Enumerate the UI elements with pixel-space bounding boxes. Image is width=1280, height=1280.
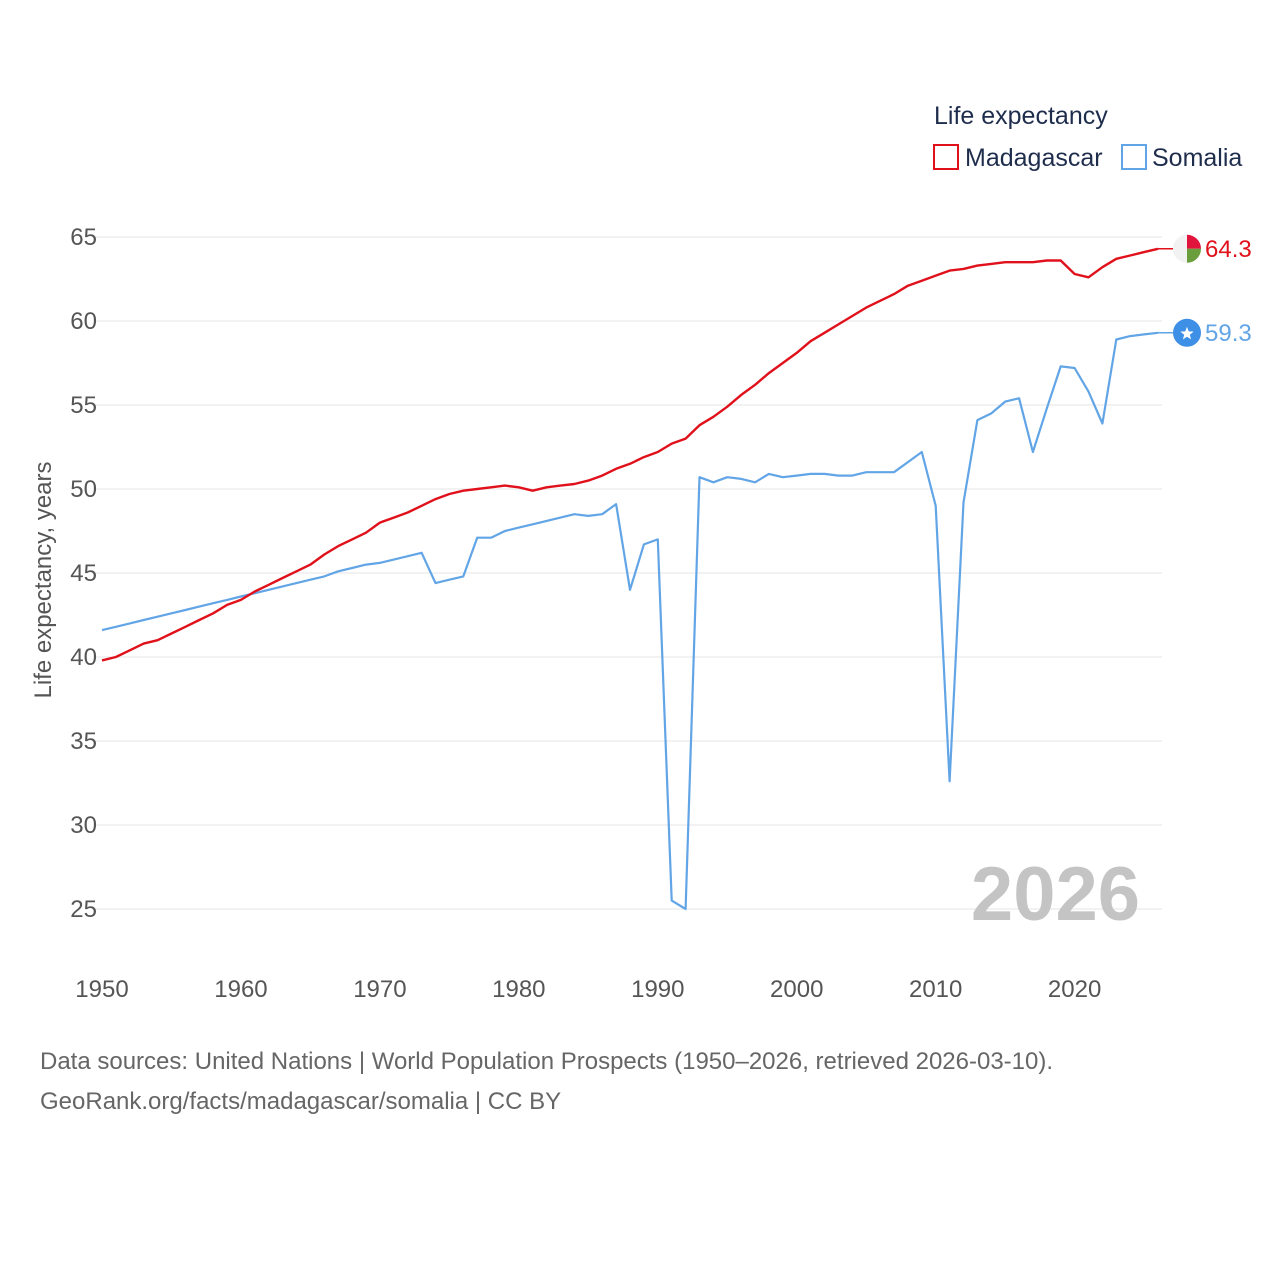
y-tick-label: 30 [70,812,97,839]
y-axis-ticks: 25 30 35 40 45 50 55 60 65 [70,224,97,923]
y-tick-label: 40 [70,644,97,671]
grid-lines [95,236,1162,910]
x-tick-label: 2020 [1048,976,1101,1003]
y-tick-label: 65 [70,224,97,251]
flag-red-band [1187,234,1201,249]
y-tick-label: 60 [70,308,97,335]
x-tick-label: 1980 [492,976,545,1003]
flag-white-band [1173,234,1187,263]
x-tick-label: 2000 [770,976,823,1003]
somalia-flag-icon [1173,318,1201,347]
madagascar-flag-icon [1173,234,1201,263]
legend-swatch-somalia [1121,144,1147,170]
y-tick-label: 55 [70,392,97,419]
x-tick-label: 1960 [214,976,267,1003]
legend-label-madagascar: Madagascar [965,144,1103,172]
series-line-madagascar [101,247,1159,662]
end-value-label-madagascar: 64.3 [1205,236,1252,263]
flag-star [1180,326,1194,340]
legend: Life expectancy Madagascar Somalia [933,102,1242,172]
source-note: Data sources: United Nations | World Pop… [40,1042,1260,1122]
x-tick-label: 1950 [75,976,128,1003]
legend-item-madagascar[interactable]: Madagascar [933,144,1103,172]
source-line-2: GeoRank.org/facts/madagascar/somalia | C… [40,1088,562,1115]
y-axis-label: Life expectancy, years [30,461,57,698]
flag-green-band [1187,248,1201,263]
end-value-label-somalia: 59.3 [1205,320,1252,347]
life-expectancy-chart: 25 30 35 40 45 50 55 60 65 1950 1960 1970 1980 1990 2… [30,102,1252,1003]
x-tick-label: 1990 [631,976,684,1003]
y-tick-label: 50 [70,476,97,503]
x-tick-label: 1970 [353,976,406,1003]
legend-item-somalia[interactable]: Somalia [1121,144,1242,172]
legend-title: Life expectancy [934,102,1108,130]
y-tick-label: 35 [70,728,97,755]
year-watermark: 2026 [971,852,1140,937]
x-axis-ticks: 1950 1960 1970 1980 1990 2000 2010 2020 [75,976,1101,1003]
series-line-somalia [101,331,1159,911]
source-line-1: Data sources: United Nations | World Pop… [40,1048,1054,1075]
x-tick-label: 2010 [909,976,962,1003]
y-tick-label: 25 [70,896,97,923]
y-tick-label: 45 [70,560,97,587]
series-end-markers: 59.3 64.3 [1158,234,1252,347]
legend-label-somalia: Somalia [1152,144,1242,172]
legend-swatch-madagascar [933,144,959,170]
series-lines [101,247,1159,911]
